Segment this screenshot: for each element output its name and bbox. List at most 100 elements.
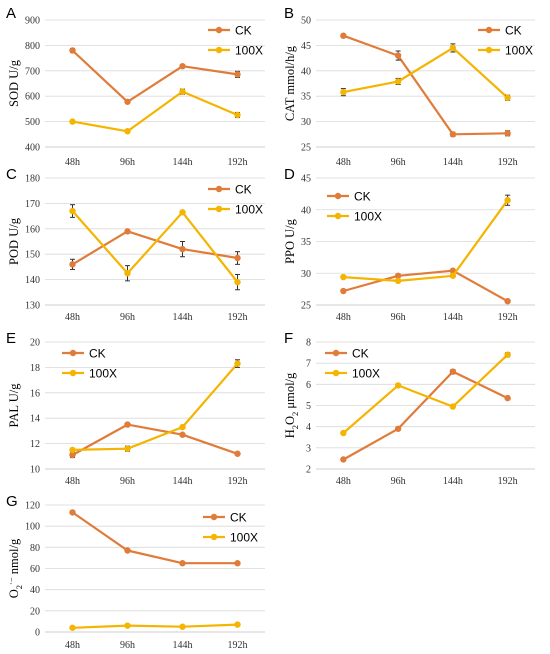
data-point-ck	[340, 32, 347, 39]
data-point-ck	[234, 560, 241, 567]
data-point-100x	[69, 446, 76, 454]
panel-letter: E	[6, 330, 16, 347]
y-axis-label: PPO U/g	[283, 218, 297, 264]
legend-label-ck: CK	[235, 183, 252, 197]
data-point-ck	[234, 450, 241, 457]
y-tick-label: 35	[301, 92, 311, 103]
data-point-ck	[124, 98, 131, 105]
series-line-ck	[343, 269, 509, 303]
x-tick-label: 144h	[443, 157, 463, 168]
y-axis-label-part: O	[283, 416, 297, 425]
y-tick-label: 20	[30, 606, 40, 617]
y-axis-label: SOD U/g	[7, 59, 21, 107]
y-axis-label: CAT mmol/h/g	[283, 45, 297, 121]
legend-marker-ck	[485, 26, 493, 34]
x-tick-label: 96h	[120, 640, 135, 651]
y-tick-label: 400	[25, 143, 40, 154]
y-axis-label-part: 2	[14, 585, 24, 589]
legend-label-ck: CK	[352, 347, 369, 361]
y-tick-label: 50	[301, 16, 311, 27]
legend-marker-100x	[334, 212, 342, 220]
y-tick-label: 800	[25, 41, 40, 52]
x-tick-label: 144h	[173, 312, 193, 323]
series-line-ck	[343, 34, 508, 136]
legend-marker-ck	[332, 349, 340, 357]
legend-marker-ck	[215, 26, 223, 34]
data-point-ck	[394, 425, 402, 432]
legend-label-100x: 100X	[230, 531, 258, 545]
data-point-ck	[340, 456, 347, 463]
y-tick-label: 2	[306, 465, 311, 476]
y-tick-label: 150	[25, 250, 40, 261]
y-axis-label-part: μmol/g	[283, 372, 297, 412]
data-point-ck	[449, 131, 457, 138]
data-point-100x	[69, 118, 76, 125]
y-axis-label-part: 2	[290, 412, 300, 416]
series-line-100x	[342, 353, 509, 434]
y-tick-label: 4	[306, 422, 311, 433]
y-tick-label: 900	[25, 16, 40, 27]
y-tick-label: 170	[25, 199, 40, 210]
legend-marker-ck	[334, 192, 342, 200]
series-line-100x	[72, 623, 238, 629]
x-tick-label: 192h	[498, 157, 518, 168]
data-point-100x	[394, 382, 402, 389]
series-line-ck	[71, 230, 238, 266]
x-tick-label: 192h	[498, 312, 518, 323]
data-point-100x	[504, 197, 511, 204]
chart-panel-d: D 25 30 35 40 45 48h 96h 144h 192h PPO U/g CK 100X	[283, 166, 535, 323]
y-tick-label: 25	[301, 143, 311, 154]
legend-label-100x: 100X	[235, 44, 263, 58]
chart-panel-b: B 25 30 35 40 45 50 48h 96h 144h 192h CAT mmol/h/g C…	[283, 5, 535, 168]
data-point-100x	[340, 88, 347, 96]
data-point-100x	[124, 622, 131, 629]
legend-label-ck: CK	[89, 347, 106, 361]
data-point-ck	[394, 52, 402, 59]
panel-letter: D	[284, 166, 295, 183]
data-point-100x	[449, 403, 457, 410]
y-tick-label: 18	[30, 363, 40, 374]
y-axis-label: H2O2 μmol/g	[283, 372, 300, 438]
legend-label-ck: CK	[505, 24, 522, 38]
y-tick-label: 130	[25, 301, 40, 312]
panel-letter: G	[6, 493, 18, 510]
data-point-100x	[394, 277, 402, 285]
x-tick-label: 48h	[65, 476, 80, 487]
x-tick-label: 192h	[228, 640, 248, 651]
x-tick-label: 96h	[391, 312, 406, 323]
y-tick-label: 6	[306, 380, 311, 391]
panel-letter: B	[284, 5, 294, 22]
x-tick-label: 48h	[65, 640, 80, 651]
y-tick-label: 45	[301, 174, 311, 185]
x-tick-label: 48h	[336, 476, 351, 487]
data-point-100x	[449, 44, 457, 52]
x-tick-label: 96h	[120, 157, 135, 168]
y-axis-label-part: H	[283, 429, 297, 438]
data-point-100x	[504, 94, 511, 101]
x-tick-label: 96h	[120, 312, 135, 323]
y-tick-label: 40	[301, 66, 311, 77]
y-tick-label: 180	[25, 174, 40, 185]
data-point-ck	[340, 287, 347, 295]
x-tick-label: 48h	[336, 312, 351, 323]
data-point-ck	[234, 71, 241, 78]
legend-marker-100x	[215, 46, 223, 54]
data-point-100x	[394, 78, 402, 85]
y-tick-label: 10	[30, 465, 40, 476]
y-tick-label: 500	[25, 117, 40, 128]
data-point-ck	[504, 130, 511, 137]
panel-letter: A	[6, 5, 16, 22]
legend-marker-100x	[332, 369, 340, 377]
legend-label-ck: CK	[235, 24, 252, 38]
x-tick-label: 48h	[65, 312, 80, 323]
panel-letter: F	[284, 330, 293, 347]
series-line-100x	[343, 199, 509, 282]
legend-marker-100x	[215, 205, 223, 213]
data-point-ck	[179, 63, 186, 70]
legend-label-100x: 100X	[89, 367, 117, 381]
x-tick-label: 96h	[391, 157, 406, 168]
y-tick-label: 160	[25, 224, 40, 235]
y-tick-label: 3	[306, 443, 311, 454]
y-tick-label: 30	[301, 117, 311, 128]
